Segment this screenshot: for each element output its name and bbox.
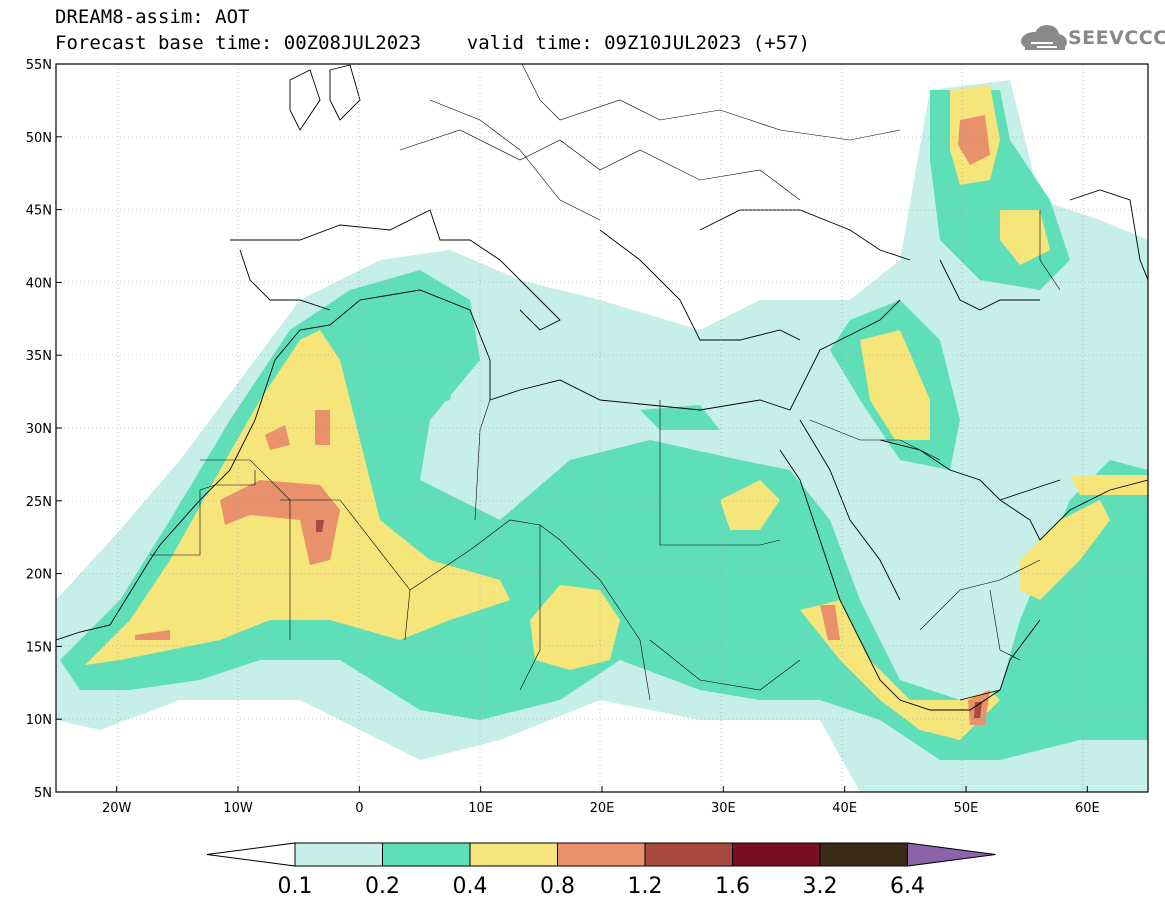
logo-text: SEEVCCC — [1068, 27, 1165, 49]
lat-tick-label: 20N — [26, 568, 52, 583]
lat-tick-label: 55N — [26, 58, 52, 73]
colorbar-segment — [644, 842, 733, 867]
lon-tick-label: 30E — [711, 801, 736, 816]
colorbar-high-triangle — [907, 842, 996, 867]
lon-tick-label: 60E — [1075, 801, 1100, 816]
colorbar-label: 6.4 — [890, 874, 925, 899]
lon-tick-label: 50E — [954, 801, 979, 816]
colorbar-label: 1.6 — [715, 874, 750, 899]
lat-tick-label: 10N — [26, 713, 52, 728]
lat-tick-label: 35N — [26, 349, 52, 364]
colorbar-segment — [557, 842, 646, 867]
lat-axis: 55N 50N 45N 40N 35N 30N 25N 20N 15N 10N 5N — [26, 58, 62, 801]
seevccc-logo — [1021, 25, 1067, 50]
lat-tick-label: 5N — [34, 786, 52, 801]
lon-tick-label: 20W — [102, 801, 132, 816]
aot-field — [56, 80, 1148, 792]
lat-tick-label: 15N — [26, 640, 52, 655]
forecast-time-line: Forecast base time: 00Z08JUL2023 valid t… — [55, 32, 810, 54]
borders — [150, 64, 1061, 701]
colorbar-label: 0.1 — [278, 874, 313, 899]
lon-tick-label: 0 — [355, 801, 363, 816]
lon-tick-label: 10W — [223, 801, 253, 816]
coastlines — [56, 64, 1148, 711]
lon-tick-label: 40E — [832, 801, 857, 816]
colorbar-low-triangle — [206, 842, 296, 867]
colorbar-segment — [469, 842, 558, 867]
lon-tick-label: 10E — [468, 801, 493, 816]
aot-band-0.4 — [85, 85, 1148, 740]
colorbar-label: 0.2 — [365, 874, 400, 899]
lat-tick-label: 40N — [26, 276, 52, 291]
colorbar-segment — [294, 842, 383, 867]
colorbar-label: 3.2 — [803, 874, 838, 899]
map-title: DREAM8-assim: AOT — [55, 6, 250, 28]
lat-tick-label: 45N — [26, 204, 52, 219]
colorbar-segment — [732, 842, 821, 867]
colorbar-segment — [382, 842, 471, 867]
colorbar-label: 0.4 — [453, 874, 488, 899]
lon-axis: 20W 10W 0 10E 20E 30E 40E 50E 60E — [102, 786, 1100, 816]
lat-tick-label: 50N — [26, 131, 52, 146]
colorbar: 0.1 0.2 0.4 0.8 1.2 1.6 3.2 6.4 — [206, 842, 996, 899]
colorbar-label: 1.2 — [628, 874, 663, 899]
colorbar-label: 0.8 — [540, 874, 575, 899]
lat-tick-label: 30N — [26, 422, 52, 437]
lat-tick-label: 25N — [26, 495, 52, 510]
aot-band-0.8 — [135, 115, 990, 725]
cloud-icon — [1021, 25, 1067, 50]
grid — [56, 64, 1148, 792]
lon-tick-label: 20E — [590, 801, 615, 816]
colorbar-segment — [819, 842, 908, 867]
